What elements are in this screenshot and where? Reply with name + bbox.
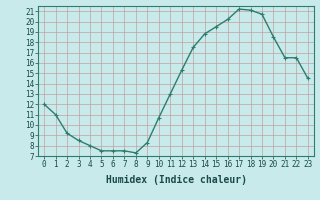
X-axis label: Humidex (Indice chaleur): Humidex (Indice chaleur) [106, 175, 246, 185]
